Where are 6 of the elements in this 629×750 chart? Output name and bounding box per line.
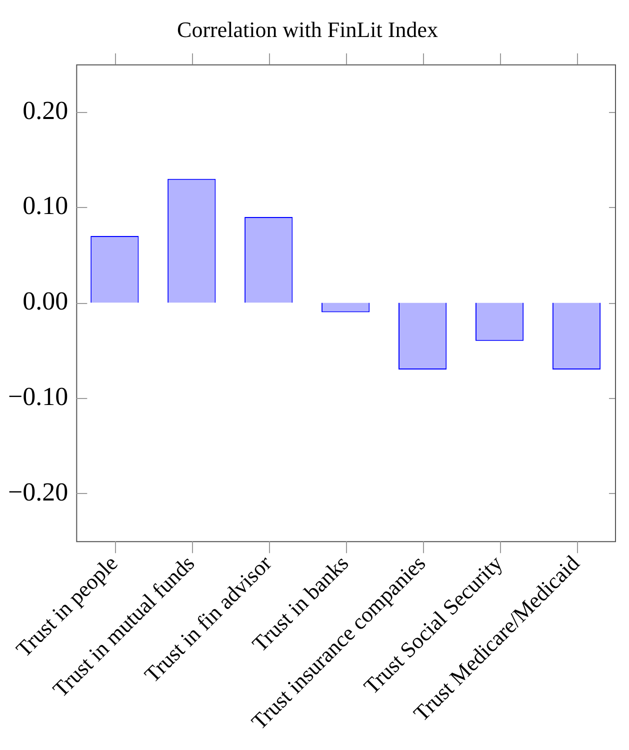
y-tick-label: 0.00	[22, 286, 68, 316]
chart-title: Correlation with FinLit Index	[177, 16, 438, 42]
y-tick-label: 0.10	[22, 191, 68, 220]
y-tick-label: −0.10	[8, 382, 68, 411]
y-tick-label: −0.20	[8, 477, 68, 506]
y-tick-label: 0.20	[22, 96, 68, 125]
